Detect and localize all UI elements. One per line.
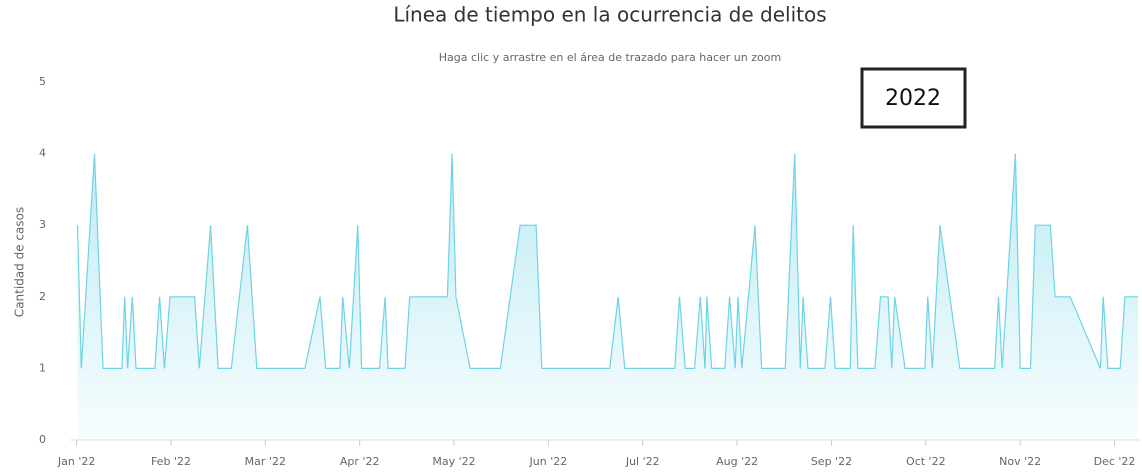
line bbox=[76, 153, 1139, 369]
annotation: 2022 bbox=[885, 86, 941, 111]
x-tick-label: Sep '22 bbox=[811, 455, 852, 468]
x-tick-label: Dec '22 bbox=[1094, 455, 1136, 468]
y-tick-label: 5 bbox=[39, 75, 46, 88]
x-tick-label: Jan '22 bbox=[57, 455, 95, 468]
x-tick-label: Aug '22 bbox=[716, 455, 758, 468]
y-tick-label: 4 bbox=[39, 147, 46, 160]
x-tick-label: Jul '22 bbox=[625, 455, 660, 468]
y-tick-label: 2 bbox=[39, 290, 46, 303]
x-tick-label: Apr '22 bbox=[340, 455, 380, 468]
y-axis-label: Cantidad de casos bbox=[13, 207, 27, 317]
x-tick-label: Jun '22 bbox=[529, 455, 568, 468]
chart-subtitle: Haga clic y arrastre en el área de traza… bbox=[439, 51, 781, 64]
y-tick-label: 0 bbox=[39, 433, 46, 446]
y-tick-label: 3 bbox=[39, 218, 46, 231]
area bbox=[77, 153, 1139, 440]
x-tick-label: Nov '22 bbox=[999, 455, 1041, 468]
x-tick-label: Mar '22 bbox=[245, 455, 286, 468]
x-tick-label: Oct '22 bbox=[906, 455, 946, 468]
annotation-box bbox=[860, 67, 967, 129]
x-tick-label: May '22 bbox=[432, 455, 475, 468]
y-tick-label: 1 bbox=[39, 361, 46, 374]
x-tick-label: Feb '22 bbox=[151, 455, 191, 468]
chart-title: Línea de tiempo en la ocurrencia de deli… bbox=[393, 3, 826, 27]
